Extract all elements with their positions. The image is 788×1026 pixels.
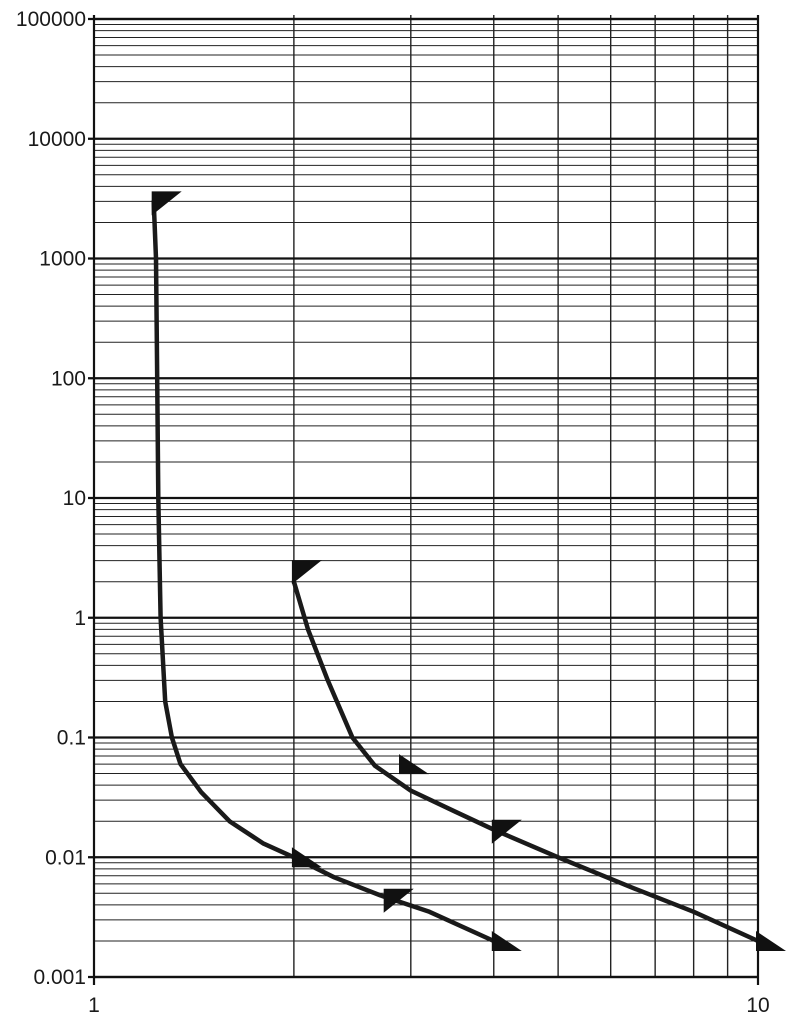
series-1-marker (383, 888, 414, 913)
y-tick-label: 10 (63, 487, 86, 510)
minor-gridlines (94, 15, 758, 977)
major-gridlines (88, 17, 758, 979)
series-1-marker (491, 931, 522, 951)
series-1-marker (291, 847, 322, 868)
x-tick-label: 10 (746, 994, 769, 1017)
series-2-curve (291, 579, 761, 944)
y-tick-label: 1 (74, 607, 86, 630)
x-tick-label: 1 (88, 994, 100, 1017)
y-tick-label: 0.1 (57, 727, 86, 750)
series-layer (151, 199, 761, 944)
y-tick-label: 100000 (16, 8, 86, 31)
x-tick-labels: 1 10 (88, 994, 770, 1017)
y-tick-label: 0.001 (33, 966, 86, 989)
series-2-marker (291, 560, 322, 585)
y-tick-labels: 0.001 0.01 0.1 1 10 100 1000 10000 100000 (16, 8, 86, 989)
series-2-marker (399, 754, 429, 775)
y-tick-label: 0.01 (45, 846, 86, 869)
plot-frame (92, 15, 760, 985)
series-2-marker (491, 819, 522, 844)
y-tick-label: 10000 (28, 128, 86, 151)
series-1-marker (151, 191, 182, 216)
y-tick-label: 100 (51, 367, 86, 390)
marker-layer (151, 191, 786, 951)
series-1-curve (151, 199, 497, 944)
y-tick-label: 1000 (39, 248, 86, 271)
series-2-marker (756, 931, 786, 951)
